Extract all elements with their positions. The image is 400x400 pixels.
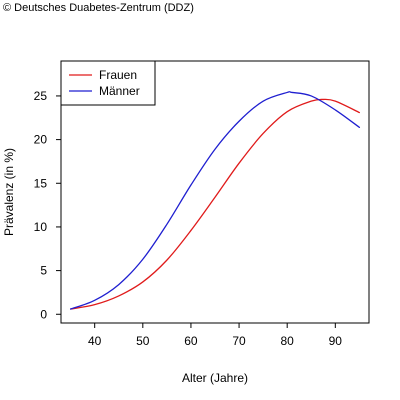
y-tick-label: 5: [40, 264, 47, 278]
y-axis-label: Prävalenz (in %): [2, 148, 16, 236]
x-tick-label: 50: [136, 334, 150, 348]
x-tick-label: 90: [329, 334, 343, 348]
x-tick-label: 40: [88, 334, 102, 348]
y-tick-label: 20: [34, 133, 48, 147]
y-tick-label: 10: [34, 220, 48, 234]
series-line-maenner: [69, 91, 361, 310]
copyright-notice: © Deutsches Duabetes-Zentrum (DDZ): [3, 2, 194, 14]
plot-frame: [60, 60, 370, 324]
y-tick-label: 15: [34, 176, 48, 190]
x-axis-label: Alter (Jahre): [182, 371, 248, 385]
series-line-frauen: [69, 98, 361, 310]
legend-box: [60, 60, 156, 106]
legend-label-frauen: Frauen: [99, 68, 137, 82]
legend-label-maenner: Männer: [99, 84, 140, 98]
y-tick-label: 25: [34, 89, 48, 103]
y-tick-label: 0: [40, 307, 47, 321]
x-tick-label: 80: [281, 334, 295, 348]
x-tick-label: 60: [184, 334, 198, 348]
x-tick-label: 70: [232, 334, 246, 348]
